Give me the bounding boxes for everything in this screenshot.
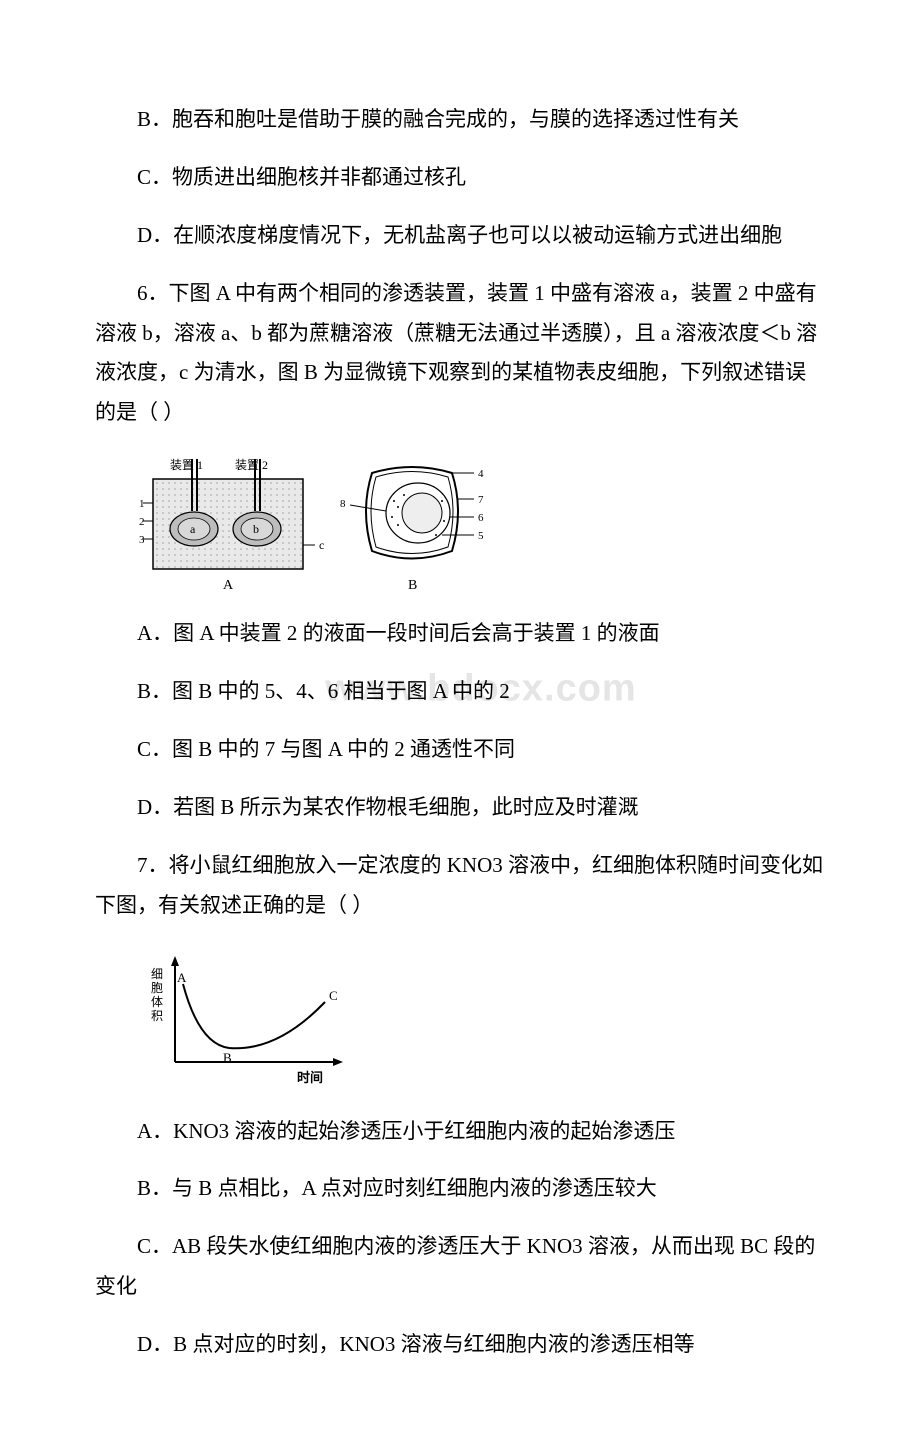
q6-option-b: B．图 B 中的 5、4、6 相当于图 A 中的 2 — [137, 679, 510, 703]
q7-yaxis-4: 积 — [151, 1009, 163, 1023]
q6-label-dev2: 装置 2 — [235, 458, 268, 472]
q7-diagram: A B C 细 胞 体 积 时间 — [137, 944, 825, 1094]
q5-option-b: B．胞吞和胞吐是借助于膜的融合完成的，与膜的选择透过性有关 — [95, 100, 825, 140]
q7-yaxis-3: 体 — [151, 995, 163, 1009]
q6-label-1: 1 — [139, 498, 145, 510]
q6-label-7: 7 — [478, 494, 484, 506]
q6-panel-a-label: A — [223, 578, 234, 593]
q7-option-a: A．KNO3 溶液的起始渗透压小于红细胞内液的起始渗透压 — [95, 1112, 825, 1152]
q7-option-c: C．AB 段失水使红细胞内液的渗透压大于 KNO3 溶液，从而出现 BC 段的变… — [95, 1227, 825, 1307]
q6-label-dev1: 装置 1 — [170, 458, 203, 472]
q7-xaxis: 时间 — [297, 1070, 323, 1085]
q6-label-b: b — [253, 522, 259, 536]
q6-option-b-wrap: www.bdocx.com B．图 B 中的 5、4、6 相当于图 A 中的 2 — [95, 672, 825, 712]
q5-option-d: D．在顺浓度梯度情况下，无机盐离子也可以以被动运输方式进出细胞 — [95, 216, 825, 256]
q6-label-3: 3 — [139, 534, 145, 546]
q6-label-4: 4 — [478, 468, 484, 480]
q6-label-8: 8 — [340, 498, 346, 510]
q6-label-a: a — [190, 522, 196, 536]
q6-label-5: 5 — [478, 530, 484, 542]
q7-stem: 7．将小鼠红细胞放入一定浓度的 KNO3 溶液中，红细胞体积随时间变化如下图，有… — [95, 846, 825, 926]
q6-diagram: 1 2 3 a 装置 1 b 装置 2 c A — [137, 451, 825, 596]
q6-label-6: 6 — [478, 512, 484, 524]
q6-option-a: A．图 A 中装置 2 的液面一段时间后会高于装置 1 的液面 — [95, 614, 825, 654]
q7-point-b: B — [223, 1050, 232, 1065]
q6-option-d: D．若图 B 所示为某农作物根毛细胞，此时应及时灌溉 — [95, 788, 825, 828]
q6-panel-b-label: B — [408, 578, 417, 593]
q6-label-c: c — [319, 538, 324, 552]
q7-option-d: D．B 点对应的时刻，KNO3 溶液与红细胞内液的渗透压相等 — [95, 1325, 825, 1365]
q7-point-c: C — [329, 988, 338, 1003]
q6-option-c: C．图 B 中的 7 与图 A 中的 2 通透性不同 — [95, 730, 825, 770]
q6-label-2: 2 — [139, 516, 145, 528]
q5-option-c: C．物质进出细胞核并非都通过核孔 — [95, 158, 825, 198]
q7-point-a: A — [177, 970, 187, 985]
q7-yaxis-1: 细 — [151, 967, 163, 981]
q6-stem: 6．下图 A 中有两个相同的渗透装置，装置 1 中盛有溶液 a，装置 2 中盛有… — [95, 274, 825, 434]
q7-option-b: B．与 B 点相比，A 点对应时刻红细胞内液的渗透压较大 — [95, 1169, 825, 1209]
q7-yaxis-2: 胞 — [151, 981, 163, 995]
